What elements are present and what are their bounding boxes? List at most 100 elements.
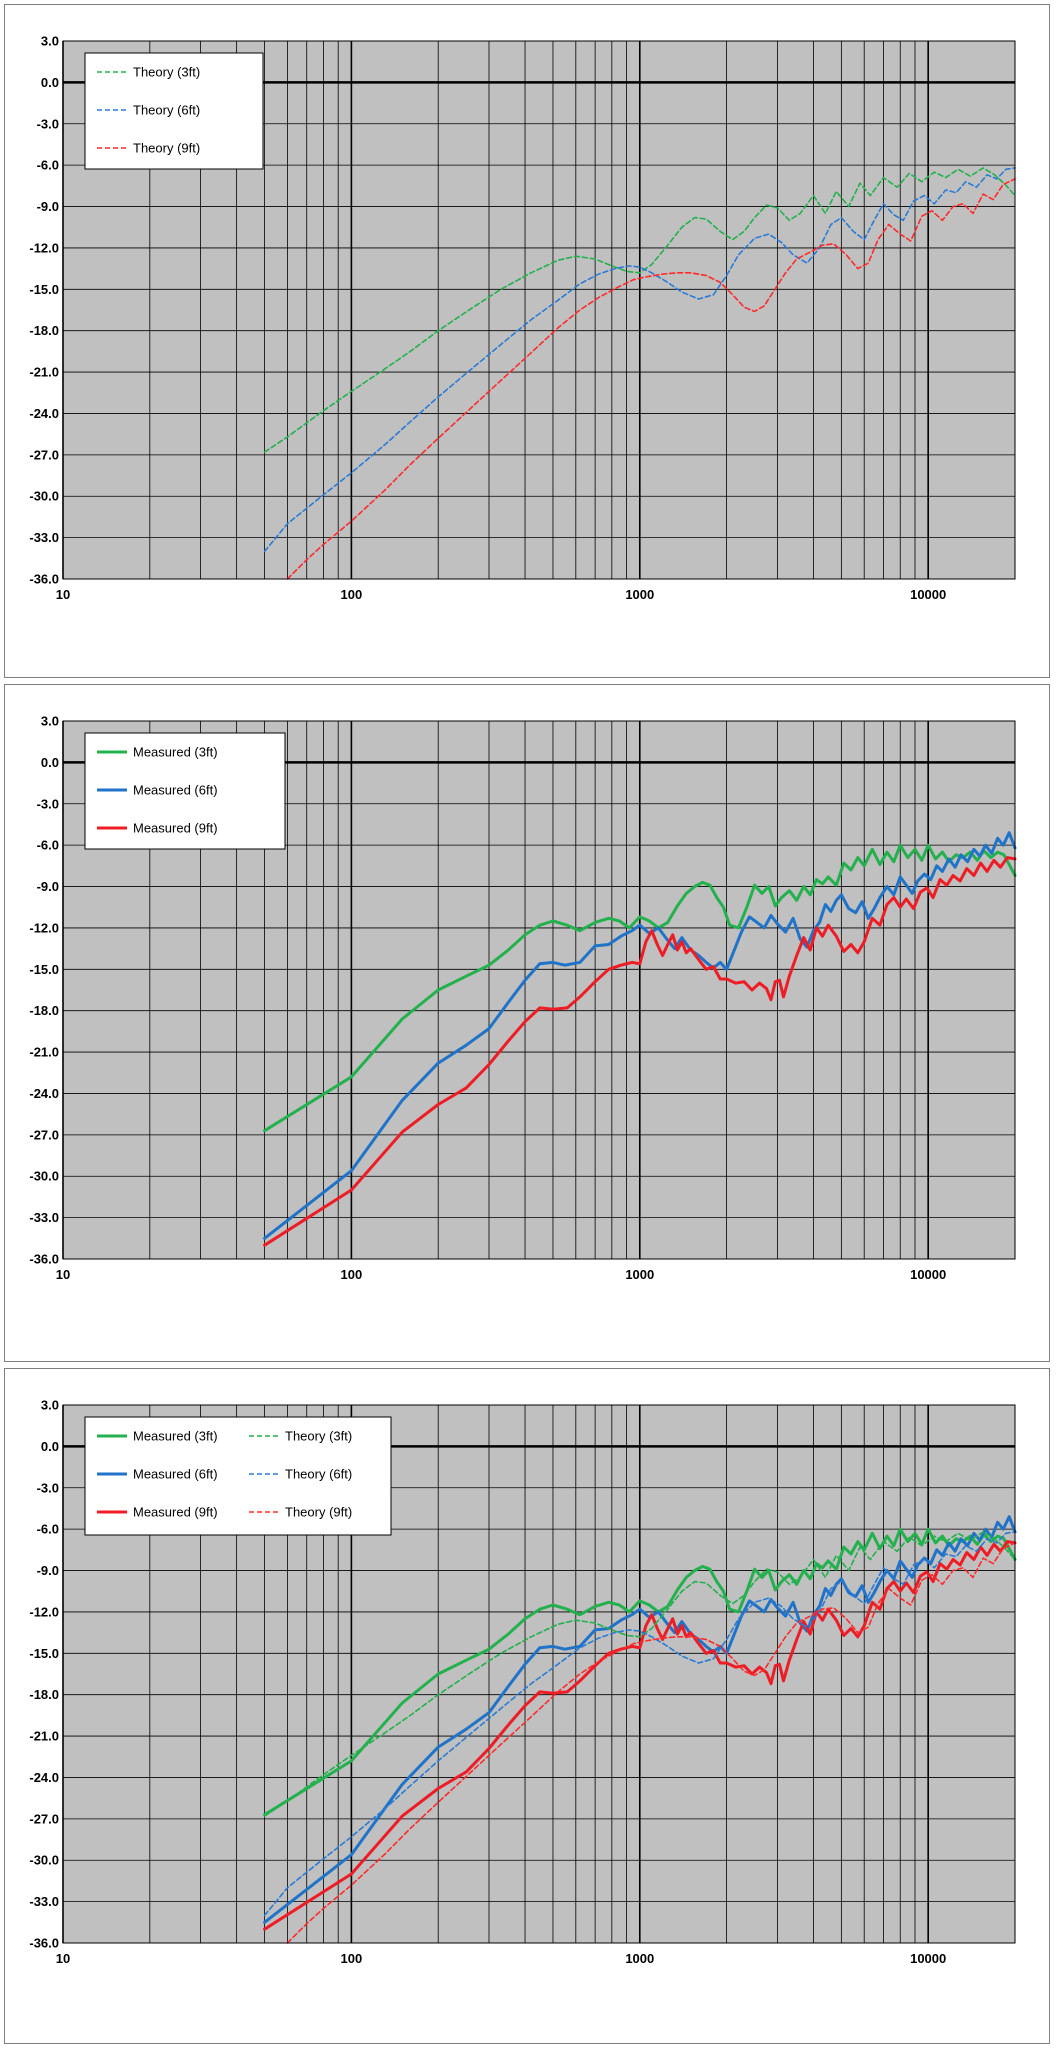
series-group bbox=[263, 167, 1016, 580]
y-tick-label: 0.0 bbox=[41, 75, 59, 90]
legend-item: Theory (6ft) bbox=[249, 1467, 352, 1482]
legend: Theory (3ft) Theory (6ft) Theory (9ft) bbox=[84, 52, 264, 170]
series-line-measured-6ft bbox=[263, 1515, 1017, 1924]
y-tick-label: -21.0 bbox=[29, 1045, 59, 1060]
legend-label: Measured (6ft) bbox=[133, 1467, 218, 1482]
legend-item: Theory (9ft) bbox=[97, 141, 200, 156]
series-line-measured-9ft bbox=[263, 856, 1017, 1247]
series-line-theory-3ft bbox=[263, 1531, 1016, 1817]
x-tick-label: 1000 bbox=[625, 1951, 654, 1966]
legend-label: Measured (9ft) bbox=[133, 1505, 218, 1520]
y-tick-label: -27.0 bbox=[29, 447, 59, 462]
y-tick-label: -6.0 bbox=[37, 158, 59, 173]
x-tick-label: 10 bbox=[56, 1267, 70, 1282]
chart-svg: 3.0 0.0 -3.0 -6.0 -9.0 -12.0 -15.0 -18.0 -21.0 -2… bbox=[29, 714, 1017, 1282]
y-tick-label: -30.0 bbox=[29, 1853, 59, 1868]
legend-item: Measured (3ft) bbox=[97, 1429, 218, 1444]
y-tick-label: -18.0 bbox=[29, 323, 59, 338]
y-tick-label: -27.0 bbox=[29, 1811, 59, 1826]
y-tick-label: -24.0 bbox=[29, 1086, 59, 1101]
y-tick-label: -12.0 bbox=[29, 240, 59, 255]
y-tick-label: -12.0 bbox=[29, 1604, 59, 1619]
y-tick-label: -33.0 bbox=[29, 1210, 59, 1225]
x-tick-label: 10 bbox=[56, 1951, 70, 1966]
y-tick-label: -33.0 bbox=[29, 530, 59, 545]
legend-item: Theory (3ft) bbox=[97, 65, 200, 80]
y-tick-label: -6.0 bbox=[37, 838, 59, 853]
series-line-theory-6ft bbox=[263, 167, 1016, 553]
legend-label: Measured (6ft) bbox=[133, 783, 218, 798]
series-line-theory-6ft bbox=[263, 1531, 1016, 1917]
y-tick-label: -15.0 bbox=[29, 282, 59, 297]
y-tick-label: -9.0 bbox=[37, 1563, 59, 1578]
plot-border bbox=[62, 40, 1016, 580]
chart-panel-theory: 3.0 0.0 -3.0 -6.0 -9.0 -12.0 -15.0 -18.0 -21.0 -2… bbox=[4, 4, 1050, 678]
series-line-measured-3ft bbox=[263, 843, 1017, 1133]
x-tick-label: 100 bbox=[341, 587, 363, 602]
plot-border bbox=[62, 720, 1016, 1260]
x-tick-label: 10 bbox=[56, 587, 70, 602]
y-tick-label: -3.0 bbox=[37, 796, 59, 811]
y-tick-label: -36.0 bbox=[29, 572, 59, 587]
legend-item: Theory (3ft) bbox=[249, 1429, 352, 1444]
series-group bbox=[263, 831, 1017, 1247]
y-tick-label: -6.0 bbox=[37, 1522, 59, 1537]
legend-item: Measured (6ft) bbox=[97, 783, 218, 798]
y-tick-label: -12.0 bbox=[29, 920, 59, 935]
plot-border bbox=[62, 1404, 1016, 1944]
y-tick-label: -3.0 bbox=[37, 1480, 59, 1495]
y-tick-label: -30.0 bbox=[29, 1169, 59, 1184]
legend-label: Theory (6ft) bbox=[133, 103, 200, 118]
legend-item: Measured (9ft) bbox=[97, 1505, 218, 1520]
legend-item: Measured (6ft) bbox=[97, 1467, 218, 1482]
y-tick-label: 0.0 bbox=[41, 1439, 59, 1454]
y-tick-label: 0.0 bbox=[41, 755, 59, 770]
x-tick-label: 10000 bbox=[910, 587, 946, 602]
y-tick-label: 3.0 bbox=[41, 1398, 59, 1413]
y-tick-label: 3.0 bbox=[41, 34, 59, 49]
gridlines bbox=[62, 40, 1016, 580]
y-tick-label: -3.0 bbox=[37, 116, 59, 131]
y-tick-label: -18.0 bbox=[29, 1687, 59, 1702]
y-tick-label: -21.0 bbox=[29, 1729, 59, 1744]
y-tick-label: -30.0 bbox=[29, 489, 59, 504]
y-tick-label: -33.0 bbox=[29, 1894, 59, 1909]
chart-panel-measured: 3.0 0.0 -3.0 -6.0 -9.0 -12.0 -15.0 -18.0 -21.0 -2… bbox=[4, 684, 1050, 1362]
y-tick-label: -27.0 bbox=[29, 1127, 59, 1142]
x-tick-label: 1000 bbox=[625, 1267, 654, 1282]
series-line-measured-6ft bbox=[263, 831, 1017, 1240]
legend-label: Measured (3ft) bbox=[133, 1429, 218, 1444]
x-tick-label: 100 bbox=[341, 1267, 363, 1282]
y-tick-label: -15.0 bbox=[29, 962, 59, 977]
legend-box bbox=[84, 1416, 392, 1536]
series-group bbox=[263, 1515, 1017, 1944]
legend-label: Measured (9ft) bbox=[133, 821, 218, 836]
y-tick-label: -18.0 bbox=[29, 1003, 59, 1018]
legend-item: Measured (3ft) bbox=[97, 745, 218, 760]
series-line-theory-9ft bbox=[286, 178, 1016, 580]
legend-label: Theory (6ft) bbox=[285, 1467, 352, 1482]
legend-label: Theory (9ft) bbox=[133, 141, 200, 156]
y-tick-label: 3.0 bbox=[41, 714, 59, 729]
series-line-theory-3ft bbox=[263, 167, 1016, 453]
y-tick-label: -9.0 bbox=[37, 199, 59, 214]
legend-item: Theory (6ft) bbox=[97, 103, 200, 118]
y-tick-label: -36.0 bbox=[29, 1252, 59, 1267]
y-tick-label: -9.0 bbox=[37, 879, 59, 894]
x-tick-label: 10000 bbox=[910, 1951, 946, 1966]
chart-panel-combined: 3.0 0.0 -3.0 -6.0 -9.0 -12.0 -15.0 -18.0 -21.0 -2… bbox=[4, 1368, 1050, 2044]
y-tick-label: -24.0 bbox=[29, 1770, 59, 1785]
x-tick-label: 100 bbox=[341, 1951, 363, 1966]
y-tick-label: -36.0 bbox=[29, 1936, 59, 1951]
legend-item: Measured (9ft) bbox=[97, 821, 218, 836]
y-tick-label: -21.0 bbox=[29, 365, 59, 380]
chart-svg: 3.0 0.0 -3.0 -6.0 -9.0 -12.0 -15.0 -18.0 -21.0 -2… bbox=[29, 1398, 1017, 1966]
x-tick-label: 1000 bbox=[625, 587, 654, 602]
legend-label: Measured (3ft) bbox=[133, 745, 218, 760]
x-tick-label: 10000 bbox=[910, 1267, 946, 1282]
y-tick-label: -24.0 bbox=[29, 406, 59, 421]
legend: Measured (3ft) Measured (6ft) Measured (9f… bbox=[84, 1416, 392, 1536]
legend: Measured (3ft) Measured (6ft) Measured (9f… bbox=[84, 732, 286, 850]
legend-item: Theory (9ft) bbox=[249, 1505, 352, 1520]
legend-label: Theory (3ft) bbox=[285, 1429, 352, 1444]
